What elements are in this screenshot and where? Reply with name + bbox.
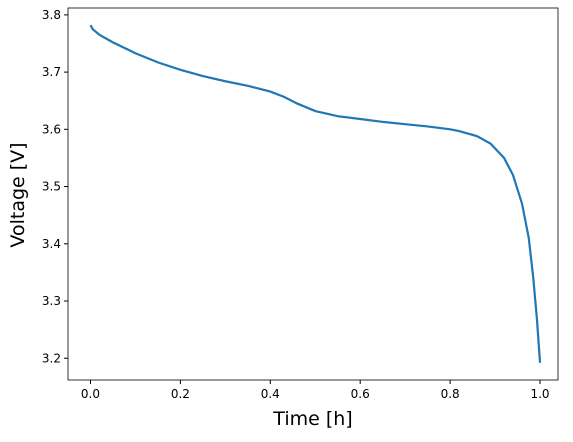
- y-tick-label: 3.6: [42, 122, 61, 136]
- y-tick-label: 3.3: [42, 294, 61, 308]
- x-tick-label: 0.2: [171, 387, 190, 401]
- plot-frame: [67, 7, 559, 381]
- y-tick-label: 3.8: [42, 8, 61, 22]
- x-tick-label: 0.4: [261, 387, 280, 401]
- data-line: [89, 24, 542, 363]
- x-tick-label: 1.0: [530, 387, 549, 401]
- x-axis-label: Time [h]: [272, 408, 352, 430]
- y-tick-label: 3.4: [42, 237, 61, 251]
- x-tick-label: 0.6: [351, 387, 370, 401]
- y-axis-label: Voltage [V]: [7, 142, 29, 247]
- y-tick-label: 3.7: [42, 65, 61, 79]
- y-tick-label: 3.2: [42, 351, 61, 365]
- x-tick-label: 0.0: [81, 387, 100, 401]
- x-tick-label: 0.8: [441, 387, 460, 401]
- y-tick-label: 3.5: [42, 180, 61, 194]
